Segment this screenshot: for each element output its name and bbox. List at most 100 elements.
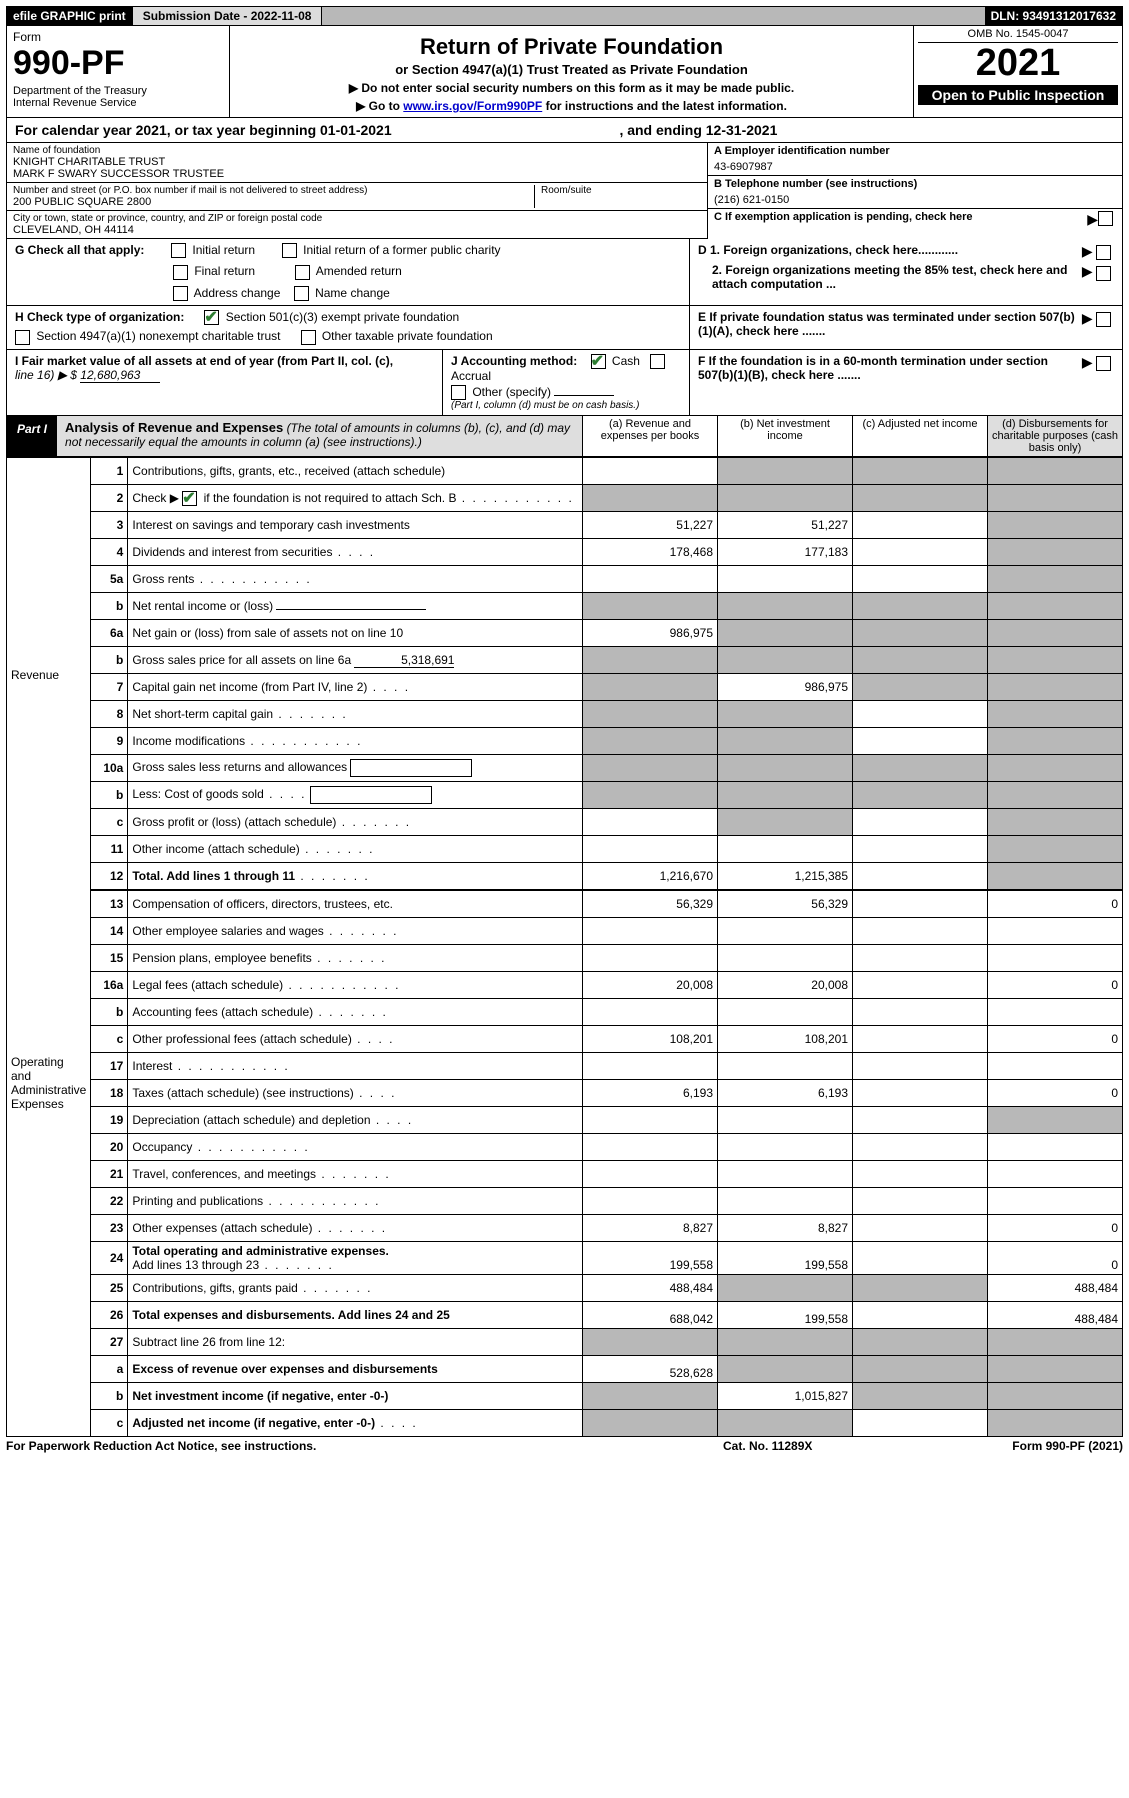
form-ref: Form 990-PF (2021) <box>923 1439 1123 1453</box>
e-checkbox[interactable] <box>1096 312 1111 327</box>
address-value: 200 PUBLIC SQUARE 2800 <box>13 196 534 208</box>
address-change-checkbox[interactable] <box>173 286 188 301</box>
other-taxable-checkbox[interactable] <box>301 330 316 345</box>
open-to-public: Open to Public Inspection <box>918 85 1118 105</box>
d1-checkbox[interactable] <box>1096 245 1111 260</box>
dln-label: DLN: 93491312017632 <box>985 7 1122 25</box>
line-25-a: 488,484 <box>583 1275 718 1302</box>
line-24-desc: Total operating and administrative expen… <box>128 1242 583 1275</box>
line-18-b: 6,193 <box>718 1080 853 1107</box>
line-16c-num: c <box>91 1026 128 1053</box>
initial-former-checkbox[interactable] <box>282 243 297 258</box>
line-12-desc: Total. Add lines 1 through 11 <box>128 863 583 890</box>
schb-checkbox[interactable] <box>182 491 197 506</box>
line-22-num: 22 <box>91 1188 128 1215</box>
s4947-checkbox[interactable] <box>15 330 30 345</box>
line-16a-num: 16a <box>91 972 128 999</box>
ein-label: A Employer identification number <box>714 145 1116 157</box>
form-subtitle: or Section 4947(a)(1) Trust Treated as P… <box>240 62 903 77</box>
initial-return-checkbox[interactable] <box>171 243 186 258</box>
name-change-checkbox[interactable] <box>294 286 309 301</box>
line-16a-desc: Legal fees (attach schedule) <box>128 972 583 999</box>
form-note-2: ▶ Go to www.irs.gov/Form990PF for instru… <box>240 99 903 113</box>
line-13-desc: Compensation of officers, directors, tru… <box>128 891 583 918</box>
entity-block: Name of foundation KNIGHT CHARITABLE TRU… <box>6 143 1123 239</box>
form-title: Return of Private Foundation <box>240 34 903 60</box>
amended-return-checkbox[interactable] <box>295 265 310 280</box>
s501-checkbox[interactable] <box>204 310 219 325</box>
department: Department of the Treasury Internal Reve… <box>13 85 223 109</box>
line-18-a: 6,193 <box>583 1080 718 1107</box>
line-21-desc: Travel, conferences, and meetings <box>128 1161 583 1188</box>
line-25-num: 25 <box>91 1275 128 1302</box>
line-16b-num: b <box>91 999 128 1026</box>
line-23-a: 8,827 <box>583 1215 718 1242</box>
line-26-d: 488,484 <box>988 1302 1123 1329</box>
s4947-label: Section 4947(a)(1) nonexempt charitable … <box>36 329 280 343</box>
line-18-d: 0 <box>988 1080 1123 1107</box>
exemption-checkbox[interactable] <box>1098 211 1113 226</box>
line-1-num: 1 <box>91 458 128 485</box>
line-3-a: 51,227 <box>583 512 718 539</box>
line-27c-num: c <box>91 1410 128 1437</box>
ein-value: 43-6907987 <box>714 157 1116 173</box>
line-11-desc: Other income (attach schedule) <box>128 836 583 863</box>
line-13-a: 56,329 <box>583 891 718 918</box>
line-13-d: 0 <box>988 891 1123 918</box>
address-change-label: Address change <box>194 286 281 300</box>
line-5b-num: b <box>91 593 128 620</box>
cash-label: Cash <box>612 354 640 368</box>
line-2-desc: Check ▶ if the foundation is not require… <box>128 485 583 512</box>
cash-checkbox[interactable] <box>591 354 606 369</box>
city-label: City or town, state or province, country… <box>13 213 701 224</box>
efile-label[interactable]: efile GRAPHIC print <box>7 7 132 25</box>
checks-gd: G Check all that apply: Initial return I… <box>6 239 1123 306</box>
name-change-label: Name change <box>315 286 390 300</box>
footer: For Paperwork Reduction Act Notice, see … <box>6 1437 1123 1453</box>
accrual-checkbox[interactable] <box>650 354 665 369</box>
d2-checkbox[interactable] <box>1096 266 1111 281</box>
line-5a-num: 5a <box>91 566 128 593</box>
line-27a-desc: Excess of revenue over expenses and disb… <box>128 1356 583 1383</box>
other-method-label: Other (specify) <box>472 385 551 399</box>
initial-former-label: Initial return of a former public charit… <box>303 243 500 257</box>
line-24-a: 199,558 <box>583 1242 718 1275</box>
form-header: Form 990-PF Department of the Treasury I… <box>6 26 1123 118</box>
other-taxable-label: Other taxable private foundation <box>322 329 493 343</box>
col-d-header: (d) Disbursements for charitable purpose… <box>987 416 1122 456</box>
line-18-num: 18 <box>91 1080 128 1107</box>
line-13-b: 56,329 <box>718 891 853 918</box>
part1-table: Revenue 1 Contributions, gifts, grants, … <box>6 457 1123 1437</box>
line-6b-num: b <box>91 647 128 674</box>
line-9-num: 9 <box>91 728 128 755</box>
address-label: Number and street (or P.O. box number if… <box>13 185 534 196</box>
other-method-checkbox[interactable] <box>451 385 466 400</box>
line-17-desc: Interest <box>128 1053 583 1080</box>
i-line16: line 16) ▶ $ <box>15 368 77 382</box>
line-9-desc: Income modifications <box>128 728 583 755</box>
line-25-d: 488,484 <box>988 1275 1123 1302</box>
phone-value: (216) 621-0150 <box>714 190 1116 206</box>
final-return-checkbox[interactable] <box>173 265 188 280</box>
paperwork-notice: For Paperwork Reduction Act Notice, see … <box>6 1439 723 1453</box>
line-8-num: 8 <box>91 701 128 728</box>
foundation-name-1: KNIGHT CHARITABLE TRUST <box>13 156 701 168</box>
line-26-desc: Total expenses and disbursements. Add li… <box>128 1302 583 1329</box>
s501-label: Section 501(c)(3) exempt private foundat… <box>226 310 459 324</box>
calendar-year-row: For calendar year 2021, or tax year begi… <box>6 118 1123 143</box>
omb-number: OMB No. 1545-0047 <box>918 28 1118 43</box>
line-7-num: 7 <box>91 674 128 701</box>
line-10a-num: 10a <box>91 755 128 782</box>
calyear-begin: For calendar year 2021, or tax year begi… <box>15 122 619 138</box>
line-27b-b: 1,015,827 <box>718 1383 853 1410</box>
line-20-num: 20 <box>91 1134 128 1161</box>
f-checkbox[interactable] <box>1096 356 1111 371</box>
col-b-header: (b) Net investment income <box>717 416 852 456</box>
line-10b-num: b <box>91 782 128 809</box>
line-6b-desc: Gross sales price for all assets on line… <box>128 647 583 674</box>
room-label: Room/suite <box>541 185 701 196</box>
irs-link[interactable]: www.irs.gov/Form990PF <box>403 99 542 113</box>
revenue-side-label: Revenue <box>11 668 86 682</box>
line-18-desc: Taxes (attach schedule) (see instruction… <box>128 1080 583 1107</box>
part1-header: Part I Analysis of Revenue and Expenses … <box>6 416 1123 457</box>
